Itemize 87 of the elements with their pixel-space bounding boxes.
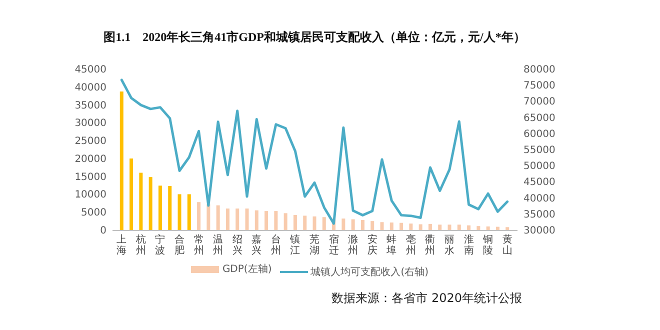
y-tick-label: 30000	[74, 118, 106, 130]
bar	[506, 227, 510, 230]
legend-label: 城镇人均可支配收入(右轴)	[310, 266, 429, 278]
bar	[457, 224, 461, 230]
y-tick-label: 15000	[74, 172, 106, 183]
x-tick-label: 黄山	[502, 234, 512, 256]
y-tick-label: 25000	[74, 136, 106, 148]
bar	[351, 219, 355, 230]
y-tick-label: 45000	[74, 64, 106, 76]
legend-label: GDP(左轴)	[222, 262, 272, 276]
x-tick-label: 衢州	[425, 234, 436, 256]
source-note: 数据来源：各省市 2020年统计公报	[332, 290, 522, 307]
y-tick-label: 5000	[81, 208, 106, 219]
x-tick-label: 常州	[194, 234, 204, 256]
x-tick-label: 温州	[213, 234, 224, 256]
x-tick-label: 绍兴	[232, 234, 242, 256]
y-tick-label: 20000	[74, 154, 106, 165]
x-tick-label: 台州	[270, 234, 281, 256]
bar	[245, 208, 249, 230]
y2-tick-label: 65000	[524, 112, 556, 124]
bar	[254, 210, 258, 230]
bar	[303, 216, 307, 230]
y2-tick-label: 60000	[524, 128, 556, 140]
bar	[467, 225, 471, 230]
bar	[409, 224, 413, 230]
y2-tick-label: 70000	[524, 96, 556, 108]
bar	[360, 220, 364, 230]
bar	[476, 226, 480, 230]
x-tick-label: 宁波	[155, 234, 166, 256]
bar	[284, 213, 288, 230]
y-tick-label: 10000	[74, 190, 106, 201]
y2-tick-label: 45000	[524, 177, 556, 188]
bar	[370, 221, 374, 230]
y2-tick-label: 55000	[524, 145, 556, 156]
bar	[226, 208, 230, 230]
y-tick-label: 35000	[74, 100, 106, 112]
y2-tick-label: 80000	[524, 64, 556, 76]
x-tick-label: 镇江	[289, 234, 300, 256]
x-tick-label: 芜湖	[310, 234, 320, 256]
bar	[428, 224, 432, 230]
x-tick-label: 安庆	[367, 234, 378, 256]
bar	[178, 194, 182, 230]
x-tick-label: 丽水	[444, 234, 454, 256]
bar	[120, 92, 124, 230]
line-series	[120, 78, 509, 225]
x-tick-label: 宿迁	[328, 234, 339, 256]
bar	[418, 224, 422, 230]
bar	[264, 211, 268, 230]
bar	[206, 204, 210, 230]
bar	[139, 172, 143, 230]
y2-tick-label: 75000	[524, 80, 556, 92]
chart-title: 图1.1 2020年长三角41市GDP和城镇居民可支配收入（单位：亿元，元/人*年）	[104, 30, 526, 44]
y2-tick-label: 50000	[524, 161, 556, 172]
y-tick-label: 40000	[74, 82, 106, 94]
y2-tick-label: 40000	[524, 193, 556, 204]
bar	[187, 194, 191, 230]
y2-tick-label: 35000	[524, 209, 556, 220]
x-tick-label: 滁州	[348, 234, 358, 256]
bar	[322, 217, 326, 230]
x-tick-label: 杭州	[134, 234, 146, 256]
x-tick-label: 亳州	[406, 234, 416, 256]
bar	[438, 224, 442, 230]
x-tick-label: 铜陵	[482, 234, 494, 256]
bar	[130, 158, 134, 230]
x-tick-label: 合肥	[174, 234, 184, 256]
bar	[293, 214, 297, 230]
bar	[148, 177, 152, 230]
x-tick-label: 淮南	[464, 234, 474, 256]
x-tick-label: 蚌埠	[386, 234, 397, 256]
bar	[274, 211, 278, 230]
x-tick-label: 上海	[116, 234, 127, 256]
bar	[496, 226, 500, 230]
bar	[236, 208, 240, 230]
bar	[380, 222, 384, 230]
y-tick-label: 0	[100, 226, 106, 236]
bar	[158, 186, 162, 230]
bar	[168, 186, 172, 230]
bar	[197, 202, 201, 230]
y2-tick-label: 30000	[524, 226, 556, 236]
bar	[216, 205, 220, 230]
bar	[486, 226, 490, 230]
bar	[390, 222, 394, 230]
bar	[400, 222, 404, 230]
x-tick-label: 嘉兴	[252, 234, 262, 256]
bar	[312, 216, 316, 230]
bar	[448, 224, 452, 230]
bar	[342, 218, 346, 230]
